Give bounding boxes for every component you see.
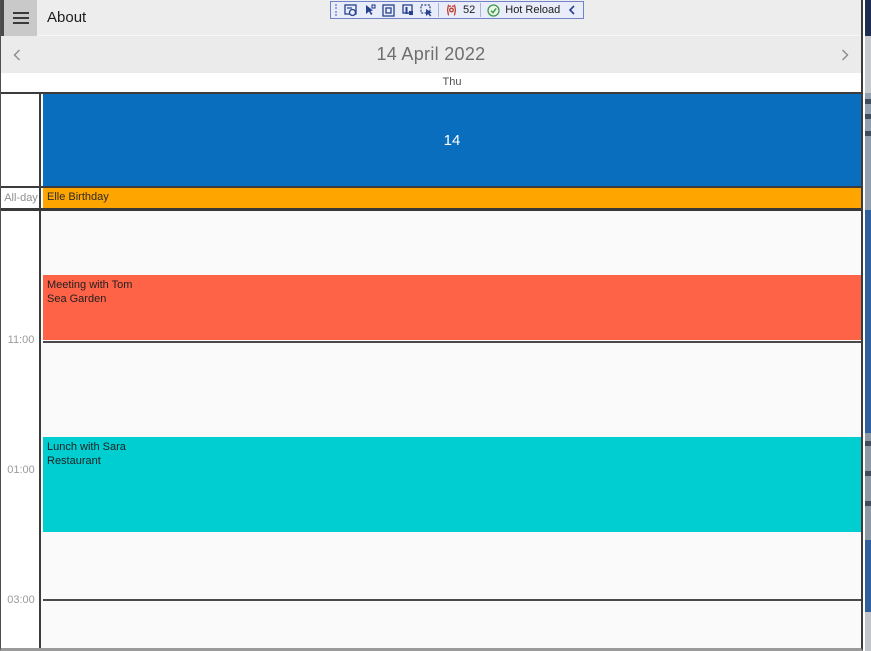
- toolbar-separator: [438, 3, 439, 17]
- background-window-titlebar: [865, 0, 871, 36]
- hot-reload-label: Hot Reload: [505, 4, 561, 16]
- event-title: Meeting with Tom: [47, 279, 133, 291]
- weekday-row: Thu: [1, 73, 861, 92]
- hour-line: [43, 599, 861, 601]
- enable-selection-icon[interactable]: [362, 3, 376, 17]
- next-day-button[interactable]: [831, 36, 859, 73]
- event-location: Sea Garden: [47, 293, 107, 305]
- weekday-label: Thu: [442, 76, 462, 88]
- time-label: 01:00: [7, 464, 35, 476]
- date-navigation-bar: 14 April 2022: [1, 36, 861, 73]
- grid-divider: [1, 208, 861, 211]
- toolbar-grip-handle[interactable]: [335, 4, 338, 16]
- debug-toolbar: 52 Hot Reload: [330, 1, 585, 19]
- element-selection-icon[interactable]: [419, 3, 433, 17]
- hamburger-icon: [12, 12, 29, 14]
- display-layout-adorners-icon[interactable]: [381, 3, 395, 17]
- frame-counter-value: 52: [463, 4, 476, 16]
- current-date-label: 14 April 2022: [376, 44, 486, 64]
- app-bar: About: [1, 0, 861, 36]
- day-grid: Meeting with Tom Sea Garden Lunch with Sar…: [43, 211, 861, 648]
- day-header[interactable]: 14: [43, 94, 861, 186]
- menu-button[interactable]: [4, 0, 37, 36]
- background-window-sliver: [865, 0, 871, 651]
- calendar-day-view: All-day 11:00 01:00 03:00 14 Elle Birthday…: [1, 94, 861, 648]
- time-label: 03:00: [7, 594, 35, 606]
- calendar-event[interactable]: Lunch with Sara Restaurant: [43, 437, 861, 532]
- time-ruler: All-day 11:00 01:00 03:00: [1, 94, 41, 648]
- event-title: Lunch with Sara: [47, 441, 126, 453]
- all-day-label: All-day: [4, 192, 38, 204]
- header-divider: [1, 92, 861, 94]
- previous-day-button[interactable]: [3, 36, 31, 73]
- go-to-live-visual-tree-icon[interactable]: [343, 3, 357, 17]
- frame-counter-icon: [444, 3, 458, 17]
- track-focused-element-icon[interactable]: [400, 3, 414, 17]
- hour-line: [43, 341, 861, 343]
- day-number: 14: [443, 131, 461, 149]
- calendar-event[interactable]: Meeting with Tom Sea Garden: [43, 275, 861, 340]
- collapse-toolbar-button[interactable]: [565, 3, 579, 17]
- page-title: About: [47, 9, 87, 26]
- toolbar-separator: [480, 3, 482, 17]
- grid-divider: [1, 186, 861, 188]
- hot-reload-status-icon: [486, 3, 500, 17]
- event-location: Restaurant: [47, 455, 101, 467]
- all-day-event-title: Elle Birthday: [47, 191, 109, 203]
- time-label: 11:00: [7, 334, 35, 346]
- window-edge: [1, 0, 4, 36]
- all-day-event[interactable]: Elle Birthday: [43, 188, 861, 208]
